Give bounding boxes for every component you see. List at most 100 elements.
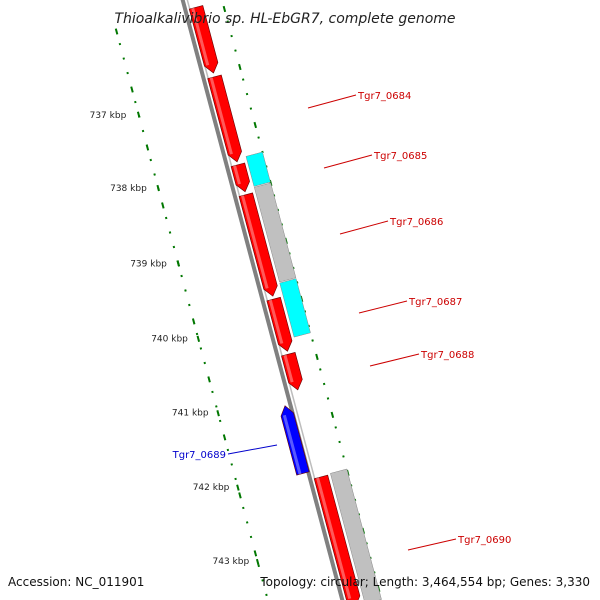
gene-label-Tgr7_0685: Tgr7_0685 xyxy=(373,151,427,162)
right-guide-tick xyxy=(319,368,322,371)
kbp-major-tick xyxy=(255,558,260,566)
left-guide-tick xyxy=(230,463,233,466)
left-guide-tick xyxy=(153,173,156,176)
left-guide-tick xyxy=(191,318,196,325)
left-guide-tick xyxy=(126,71,129,75)
left-guide-tick xyxy=(203,361,206,365)
left-guide-tick xyxy=(145,144,150,151)
accession-label: Accession: NC_011901 xyxy=(8,575,144,589)
left-guide-tick xyxy=(218,419,222,423)
left-guide-tick xyxy=(226,448,230,452)
left-guide-tick xyxy=(215,405,218,408)
gene-arrow-Tgr7_0684-highlight xyxy=(209,77,233,155)
left-guide-tick xyxy=(134,100,137,104)
left-guide-tick xyxy=(114,28,119,35)
kbp-major-tick xyxy=(236,484,240,491)
gene-arrow-Tgr7_0688-highlight xyxy=(283,354,294,383)
kbp-major-tick xyxy=(156,184,160,192)
cyan-feature xyxy=(279,278,311,338)
gene-arrow-Tgr7_0689-highlight xyxy=(282,414,302,475)
left-guide-tick xyxy=(265,593,268,597)
kbp-tick-label: 737 kbp xyxy=(90,111,127,121)
kbp-major-tick xyxy=(196,335,201,342)
kbp-tick-label: 743 kbp xyxy=(213,557,250,567)
map-title: Thioalkalivibrio sp. HL-EbGR7, complete … xyxy=(114,11,455,27)
gene-arrow-Tgr7_0685-highlight xyxy=(233,165,241,185)
left-guide-tick xyxy=(207,376,211,383)
gene-arrow-Tgr7_0690 xyxy=(313,474,361,600)
gene-label-Tgr7_0687: Tgr7_0687 xyxy=(408,297,462,308)
left-guide-tick xyxy=(238,492,242,499)
gene-leader-line xyxy=(369,353,420,367)
gene-arrow-Tgr7_0686 xyxy=(238,192,278,297)
left-guide-tick xyxy=(188,303,191,307)
kbp-major-tick xyxy=(176,260,181,267)
left-guide-tick xyxy=(141,129,145,133)
gene-arrow-Tgr7_0689 xyxy=(280,405,310,476)
right-guide-tick xyxy=(311,339,314,342)
gene-label-Tgr7_0686: Tgr7_0686 xyxy=(389,217,443,228)
right-guide-tick xyxy=(257,136,260,139)
left-guide-tick xyxy=(261,579,264,582)
kbp-tick-label: 740 kbp xyxy=(151,335,188,345)
right-guide-tick xyxy=(249,107,253,110)
right-guide-tick xyxy=(245,92,249,96)
kbp-tick-label: 739 kbp xyxy=(130,259,167,269)
left-guide-tick xyxy=(168,231,172,234)
kbp-major-tick xyxy=(216,410,220,417)
gene-leader-line xyxy=(407,538,457,551)
right-guide-tick xyxy=(230,34,233,38)
kbp-tick-label: 738 kbp xyxy=(110,184,147,194)
right-guide-tick xyxy=(241,78,245,81)
right-guide-tick xyxy=(338,440,341,444)
left-guide-tick xyxy=(234,477,237,481)
left-guide-tick xyxy=(211,390,214,394)
kbp-tick-label: 742 kbp xyxy=(193,483,230,493)
gene-label-Tgr7_0688: Tgr7_0688 xyxy=(420,350,474,361)
gene-arrow-upstream xyxy=(188,5,219,74)
left-guide-tick xyxy=(172,245,176,249)
gene-label-Tgr7_0690: Tgr7_0690 xyxy=(457,535,511,546)
backbone-line xyxy=(180,0,345,600)
gene-arrow-Tgr7_0687-highlight xyxy=(268,299,284,344)
left-guide-tick xyxy=(242,506,245,510)
left-guide-tick xyxy=(161,202,165,209)
kbp-scale: 737 kbp 738 kbp 739 kbp 740 kbp 741 kbp 742 k… xyxy=(90,111,260,567)
gene-arrow-Tgr7_0686-highlight xyxy=(241,195,269,289)
gene-label-Tgr7_0684: Tgr7_0684 xyxy=(357,91,411,102)
gene-leader-line xyxy=(307,94,357,109)
cyan-feature xyxy=(245,151,271,187)
left-guide-tick xyxy=(249,535,253,539)
gene-leader-line xyxy=(227,444,278,455)
left-guide-tick xyxy=(222,434,227,441)
right-guide-tick xyxy=(253,121,257,129)
left-guide-tick xyxy=(122,57,125,60)
gene-arrow-Tgr7_0685 xyxy=(230,162,250,193)
grey-feature xyxy=(253,182,297,283)
left-guide-tick xyxy=(257,564,260,568)
left-guide-tick xyxy=(199,347,203,350)
left-guide-tick xyxy=(164,216,168,220)
gene-arrow-Tgr7_0690-highlight xyxy=(316,477,352,599)
right-guide-tick xyxy=(315,353,319,361)
left-guide-tick xyxy=(180,274,183,278)
gene-arrow-Tgr7_0687 xyxy=(266,296,293,352)
gene-track xyxy=(188,5,361,600)
kbp-major-tick xyxy=(136,111,141,118)
gene-label-Tgr7_0689: Tgr7_0689 xyxy=(172,450,226,461)
left-guide-tick xyxy=(118,42,122,46)
gene-leader-line xyxy=(323,154,373,169)
gene-leader-line xyxy=(358,300,408,314)
left-guide-tick xyxy=(253,550,258,557)
gene-arrow-Tgr7_0684 xyxy=(207,74,242,163)
left-guide-tick xyxy=(195,332,199,336)
right-guide-tick xyxy=(330,411,335,419)
feature-track xyxy=(245,151,382,600)
left-guide-tick xyxy=(149,158,152,162)
gene-leader-line xyxy=(339,220,389,235)
right-guide-tick xyxy=(342,455,345,458)
gene-labels: Tgr7_0684 Tgr7_0685 Tgr7_0686 Tgr7_0687 Tgr7… xyxy=(172,91,511,551)
gene-arrow-upstream-highlight xyxy=(191,7,210,66)
right-guide-tick xyxy=(334,426,337,429)
